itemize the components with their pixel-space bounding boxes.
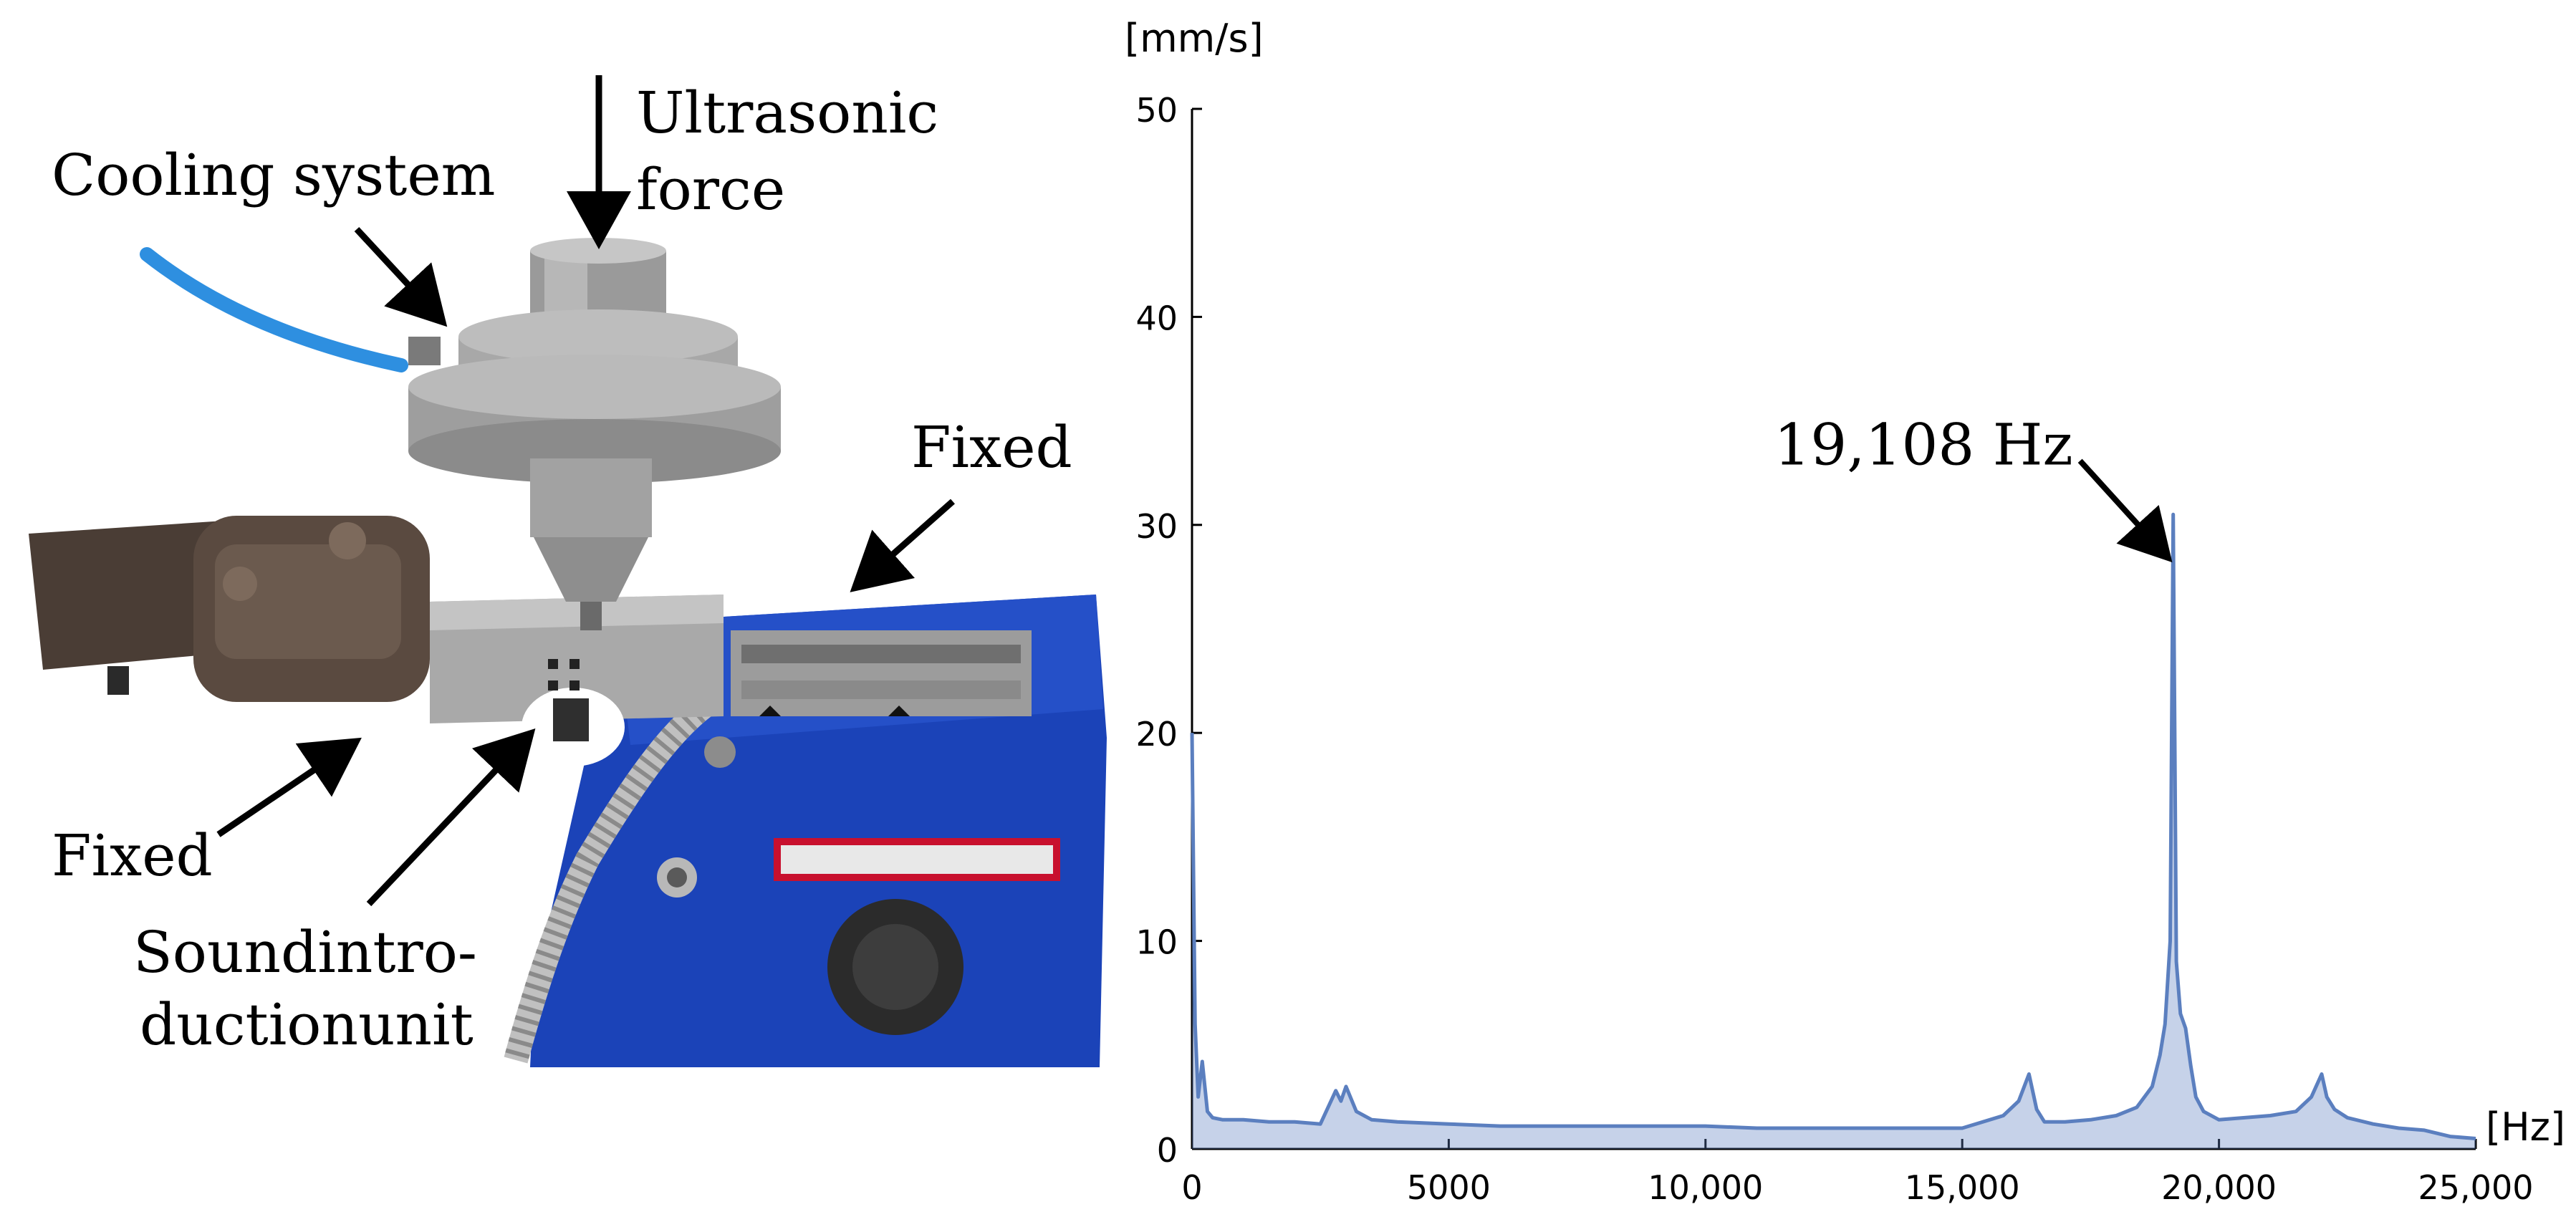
cooling-system-arrow	[354, 226, 448, 327]
y-axis: 0 10 20 30 40 50	[1135, 91, 1202, 1170]
cooling-hose	[140, 247, 408, 372]
y-tick-label: 40	[1135, 299, 1178, 337]
y-tick-label: 50	[1135, 91, 1178, 130]
y-tick-label: 20	[1135, 715, 1178, 754]
x-unit-label: [Hz]	[2486, 1105, 2565, 1150]
y-unit-label: [mm/s]	[1125, 16, 1264, 61]
peak-annotation-arrow	[2077, 458, 2173, 563]
specimen	[430, 595, 724, 766]
ultrasonic-force-label-2: force	[636, 156, 785, 223]
peak-annotation-label: 19,108 Hz	[1774, 411, 2072, 478]
test-rig-photo: Ultrasonic force Cooling system Fixed Fi…	[29, 75, 1107, 1067]
x-tick-label: 20,000	[2161, 1168, 2277, 1207]
frequency-spectrum-chart: [mm/s] [Hz] 0 10 20 30 40 50 0 5000 10,000 15,00…	[1125, 16, 2565, 1207]
left-clamp	[29, 516, 430, 702]
y-tick-label: 30	[1135, 507, 1178, 546]
y-tick-label: 10	[1135, 923, 1178, 962]
ultrasonic-horn	[408, 238, 781, 630]
annotation-layer: 19,108 Hz	[1774, 411, 2173, 563]
sound-unit-arrow	[366, 728, 536, 907]
x-tick-label: 15,000	[1905, 1168, 2020, 1207]
cooling-system-label: Cooling system	[52, 142, 496, 208]
x-tick-label: 5000	[1407, 1168, 1491, 1207]
x-tick-label: 10,000	[1648, 1168, 1763, 1207]
ultrasonic-force-label: Ultrasonic	[636, 80, 938, 146]
fixed-left-arrow	[216, 737, 362, 837]
fixed-right-arrow	[850, 499, 955, 592]
x-tick-label: 25,000	[2418, 1168, 2534, 1207]
x-tick-label: 0	[1181, 1168, 1202, 1207]
series-line	[1190, 512, 2476, 1140]
sound-unit-label: Soundintro-	[133, 919, 477, 986]
x-axis: 0 5000 10,000 15,000 20,000 25,000	[1181, 1139, 2533, 1207]
sound-unit-label-2: ductionunit	[140, 991, 474, 1058]
series-layer	[1190, 512, 2476, 1149]
fixed-right-label: Fixed	[911, 414, 1072, 481]
fixed-left-label: Fixed	[52, 822, 213, 889]
series-fill	[1192, 514, 2476, 1149]
y-tick-label: 0	[1157, 1131, 1178, 1170]
